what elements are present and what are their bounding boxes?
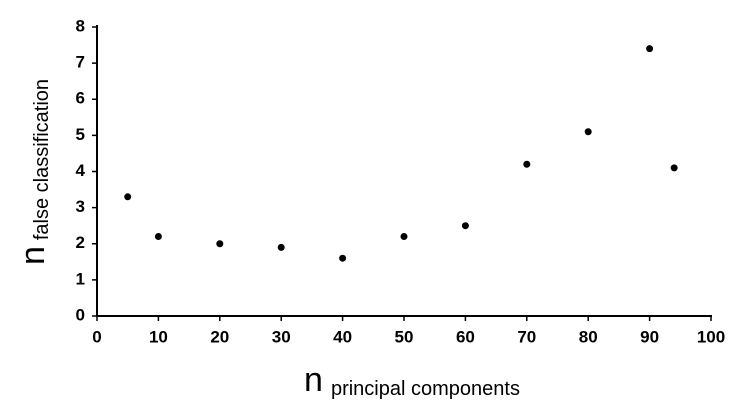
point	[646, 45, 654, 53]
y-tick-label: 8	[76, 16, 85, 35]
x-label-subscript: principal components	[331, 378, 520, 400]
x-tick-label: 60	[456, 327, 475, 346]
y-label-symbol: n	[14, 246, 52, 265]
y-tick-label: 1	[76, 269, 85, 288]
y-tick-label: 5	[76, 125, 85, 144]
x-tick-label: 70	[517, 327, 536, 346]
point	[339, 254, 347, 262]
x-axis-label: n principal components	[304, 361, 520, 400]
x-label-symbol: n	[304, 361, 323, 399]
x-tick-label: 10	[149, 327, 168, 346]
y-axis-label: n false classification	[14, 79, 53, 265]
y-tick-label: 4	[76, 161, 86, 180]
y-tick-label: 0	[76, 305, 85, 324]
x-tick-label: 40	[333, 327, 352, 346]
point	[277, 243, 285, 251]
y-tick-label: 6	[76, 89, 85, 108]
point	[523, 160, 531, 168]
x-tick-label: 50	[395, 327, 414, 346]
x-tick-label: 100	[697, 327, 725, 346]
x-tick-label: 80	[579, 327, 598, 346]
point	[124, 193, 132, 201]
y-tick-label: 3	[76, 197, 85, 216]
x-tick-label: 0	[92, 327, 101, 346]
x-tick-label: 90	[640, 327, 659, 346]
point	[461, 222, 469, 230]
point	[154, 233, 162, 241]
y-label-subscript: false classification	[31, 79, 53, 240]
point	[584, 128, 592, 136]
point	[400, 233, 408, 241]
x-tick-label: 20	[210, 327, 229, 346]
point	[670, 164, 678, 172]
x-tick-label: 30	[272, 327, 291, 346]
y-tick-label: 2	[76, 233, 85, 252]
point	[216, 240, 224, 248]
y-tick-label: 7	[76, 53, 85, 72]
